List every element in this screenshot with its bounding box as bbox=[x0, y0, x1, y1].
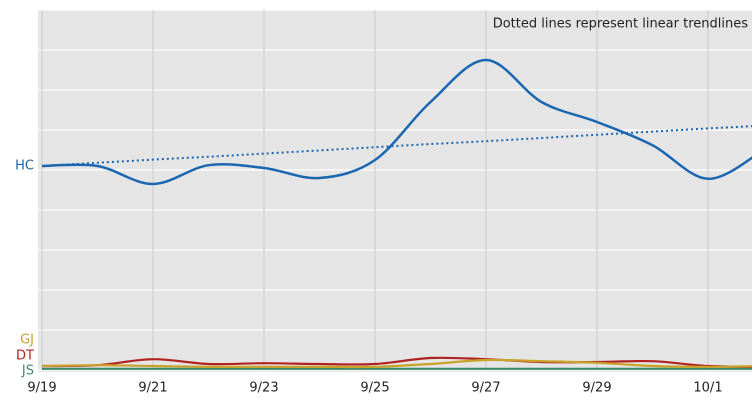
series-label: JS bbox=[21, 364, 34, 379]
x-tick-label: 9/19 bbox=[27, 381, 56, 396]
x-tick-label: 9/23 bbox=[249, 381, 278, 396]
series-label: GJ bbox=[20, 333, 34, 348]
series-line bbox=[41, 356, 752, 368]
x-tick-label: 10/1 bbox=[693, 381, 722, 396]
x-tick-label: 9/27 bbox=[471, 381, 500, 396]
series-line bbox=[41, 58, 752, 186]
series-label: HC bbox=[15, 159, 34, 174]
series-line bbox=[41, 358, 752, 369]
x-tick-label: 9/29 bbox=[582, 381, 611, 396]
plot-background bbox=[38, 10, 752, 372]
annotation: Dotted lines represent linear trendlines bbox=[493, 17, 749, 32]
series-label: DT bbox=[16, 349, 34, 364]
x-tick-label: 9/21 bbox=[138, 381, 167, 396]
x-tick-label: 9/25 bbox=[360, 381, 389, 396]
trendline bbox=[41, 125, 752, 167]
